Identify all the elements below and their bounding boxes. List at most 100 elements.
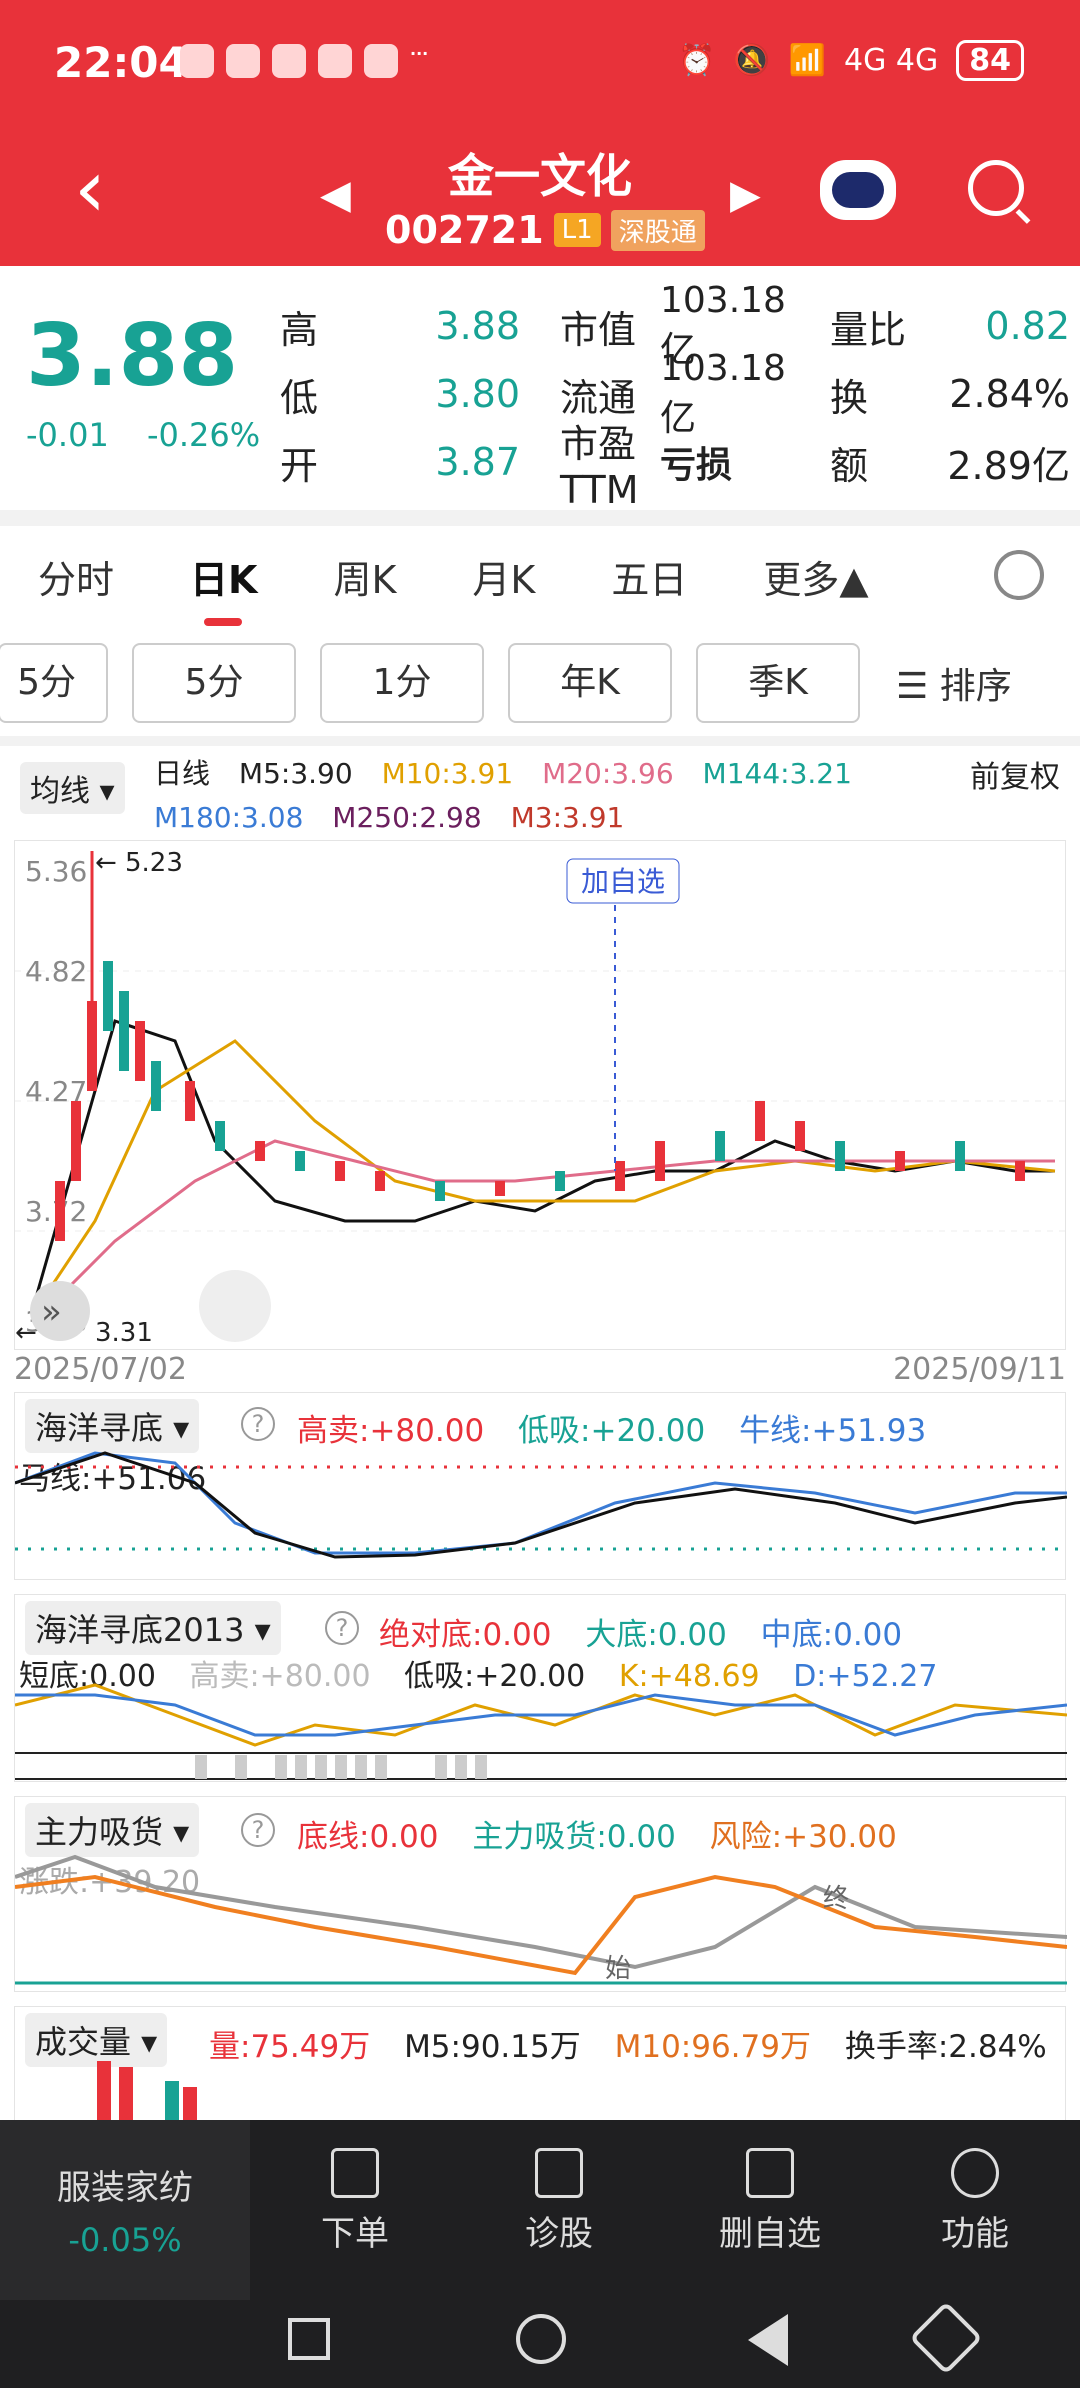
ocean-chart [15, 1451, 1067, 1559]
quote-label: 流通 [560, 375, 637, 420]
ma-item: M144:3.21 [702, 757, 852, 790]
nav-bar: ‹ ◀ 金一文化 002721 L1 深股通 ▶ [0, 130, 1080, 266]
candles [55, 851, 1025, 1241]
function-label: 功能 [941, 2214, 1009, 2254]
stock-name: 金一文化 [448, 149, 632, 203]
indicator-value: 风险:+30.00 [709, 1819, 897, 1855]
function-icon [951, 2148, 999, 2198]
indicator-value: 大底:0.00 [585, 1617, 727, 1653]
indicator-value: 牛线:+51.93 [739, 1413, 927, 1449]
order-label: 下单 [321, 2214, 389, 2254]
kline-chart[interactable]: 5.36 4.82 4.27 3.72 3.18 5.23 ← 3.31 ← [14, 840, 1067, 1350]
kline-svg: 5.36 4.82 4.27 3.72 3.18 5.23 ← 3.31 ← [15, 848, 1067, 1348]
quote-label: 市值 [560, 307, 637, 352]
help-icon[interactable]: ? [325, 1611, 359, 1645]
high-marker: 5.23 [125, 848, 183, 878]
quote-value: 3.80 [435, 372, 520, 416]
end-marker: 终 [823, 1884, 849, 1914]
tab-weekly-k[interactable]: 周K [333, 557, 397, 602]
diagnose-button[interactable]: 诊股 [504, 2120, 614, 2280]
sector-button[interactable]: 服装家纺 -0.05% [0, 2120, 250, 2300]
period-button[interactable]: 季K [696, 643, 860, 723]
ma-item: M180:3.08 [154, 801, 304, 834]
quote-grid: 高 3.88 市值 103.18亿 量比 0.82 低 3.80 流通 103.… [280, 280, 1070, 512]
indicator-value: 高卖:+80.00 [297, 1413, 485, 1449]
indicator-values: 短底:0.00 高卖:+80.00 低吸:+20.00 K:+48.69 D:+… [19, 1651, 961, 1695]
tab-daily-k[interactable]: 日K [190, 549, 257, 626]
date-axis: 2025/07/02 2025/09/11 [14, 1352, 1066, 1387]
ma-item: M5:3.90 [238, 757, 353, 790]
fullscreen-button[interactable] [199, 1270, 271, 1342]
indicator-panel-ocean2013: 海洋寻底2013 ▾ ? 绝对底:0.00 大底:0.00 中底:0.00 短底… [14, 1594, 1067, 1782]
indicator-value: 量:75.49万 [209, 2029, 371, 2065]
indicator-value: 绝对底:0.00 [379, 1617, 552, 1653]
mute-icon: 🔕 [733, 43, 771, 78]
heart-app-icon [364, 44, 398, 78]
ma-item: M10:3.91 [381, 757, 514, 790]
ma-items: 日线 M5:3.90 M10:3.91 M20:3.96 M144:3.21 M… [154, 752, 974, 840]
period-button[interactable]: 年K [508, 643, 672, 723]
adjust-mode[interactable]: 前复权 [970, 760, 1060, 795]
indicator-value: 马线:+51.06 [19, 1461, 207, 1497]
recent-apps-icon[interactable] [288, 2318, 330, 2360]
quote-value: 2.84% [949, 372, 1070, 416]
stock-code: 002721 [385, 208, 544, 252]
connect-badge: 深股通 [610, 209, 705, 251]
quote-label: 额 [830, 443, 869, 488]
ma-selector[interactable]: 均线 ▾ [20, 762, 125, 814]
low-marker: 3.31 [95, 1318, 153, 1348]
clock: 22:04 [54, 38, 188, 87]
add-watch-label-box [566, 858, 680, 904]
order-icon [331, 2148, 379, 2198]
stock-app-icon [318, 44, 352, 78]
quote-row: 低 3.80 流通 103.18亿 换 2.84% [280, 348, 1070, 439]
order-button[interactable]: 下单 [300, 2120, 410, 2280]
indicator-selector[interactable]: 海洋寻底 ▾ [25, 1399, 200, 1453]
prev-stock-button[interactable]: ◀ [320, 172, 351, 218]
quote-value: 0.82 [985, 304, 1070, 348]
home-icon[interactable] [516, 2314, 566, 2364]
rotate-icon[interactable] [909, 2301, 983, 2375]
stock-code-row: 002721 L1 深股通 [385, 208, 705, 252]
indicator-values: 底线:0.00 主力吸货:0.00 风险:+30.00 [297, 1811, 921, 1856]
sort-button[interactable]: ☰ 排序 [896, 666, 1012, 707]
remove-watch-button[interactable]: 删自选 [700, 2120, 840, 2280]
indicator-selector[interactable]: 成交量 ▾ [25, 2013, 168, 2067]
robot-assistant-icon[interactable] [820, 160, 896, 220]
sector-change: -0.05% [68, 2221, 182, 2259]
back-nav-icon[interactable] [748, 2314, 788, 2366]
period-button[interactable]: 5分 [0, 643, 108, 723]
system-status: ⏰ 🔕 📶 4G 4G 84 [678, 40, 1024, 81]
tab-intraday[interactable]: 分时 [38, 557, 115, 602]
ma-item: M3:3.91 [510, 801, 625, 834]
indicator-panel-ocean: 海洋寻底 ▾ ? 高卖:+80.00 低吸:+20.00 牛线:+51.93 马… [14, 1392, 1067, 1580]
quote-value: 103.18亿 [660, 279, 786, 371]
change-percent: -0.26% [146, 416, 261, 454]
period-button[interactable]: 5分 [132, 643, 296, 723]
start-marker: 始 [605, 1954, 631, 1984]
alarm-icon: ⏰ [677, 43, 716, 78]
period-button[interactable]: 1分 [320, 643, 484, 723]
ma-item: M20:3.96 [542, 757, 674, 790]
remove-watch-label: 删自选 [719, 2214, 821, 2254]
help-icon[interactable]: ? [241, 1813, 275, 1847]
back-button[interactable]: ‹ [74, 142, 106, 235]
notification-icons: ··· [180, 44, 428, 78]
battery-icon: 84 [956, 40, 1024, 81]
help-icon[interactable]: ? [241, 1407, 275, 1441]
tab-monthly-k[interactable]: 月K [472, 557, 536, 602]
divider [0, 736, 1080, 746]
collapse-button[interactable] [30, 1281, 90, 1341]
tab-more[interactable]: 更多▲ [763, 557, 869, 602]
indicator-value: 高卖:+80.00 [189, 1659, 371, 1694]
indicator-selector[interactable]: 主力吸货 ▾ [25, 1803, 200, 1857]
ma-line [33, 1139, 1055, 1323]
search-icon[interactable] [968, 160, 1024, 216]
settings-icon[interactable] [994, 550, 1044, 600]
current-price: 3.88 [26, 306, 239, 406]
next-stock-button[interactable]: ▶ [730, 172, 761, 218]
function-button[interactable]: 功能 [920, 2120, 1030, 2280]
tab-five-day[interactable]: 五日 [611, 557, 688, 602]
y-label: 5.36 [25, 855, 87, 888]
indicator-selector[interactable]: 海洋寻底2013 ▾ [25, 1601, 281, 1655]
